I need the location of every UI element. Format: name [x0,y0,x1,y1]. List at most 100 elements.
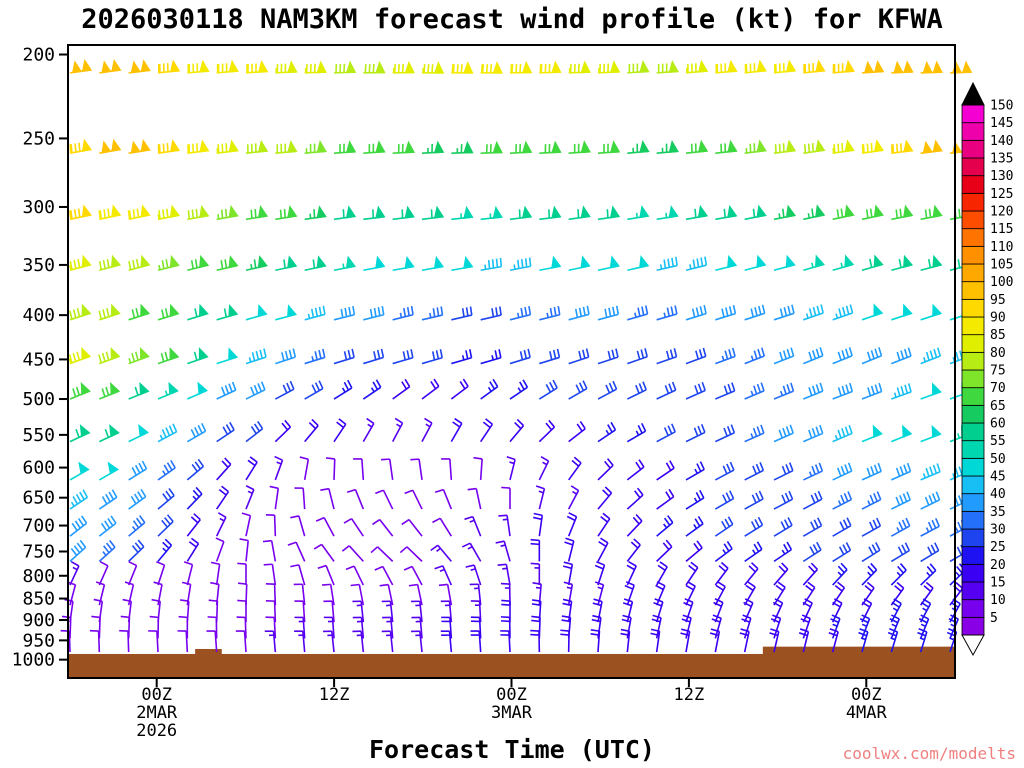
wind-barb [533,512,544,537]
wind-barb [128,254,151,272]
wind-barb [346,488,365,510]
wind-barb [715,204,738,221]
wind-barb [127,204,151,221]
wind-barb [803,139,826,154]
wind-barb [245,205,269,221]
wind-barb [656,381,677,400]
wind-barb [333,255,357,272]
wind-barb [773,562,789,586]
wind-barb [128,303,151,321]
wind-barb [626,422,647,443]
wind-barb [890,581,905,606]
wind-barb [535,485,546,510]
wind-barb [861,598,873,623]
wind-barb [333,418,347,443]
wind-barb [381,630,394,653]
wind-barb [411,630,423,653]
wind-barb-row [69,560,966,586]
wind-barb [343,518,364,537]
wind-barb [802,541,822,563]
wind-barb [891,383,912,400]
wind-barb [216,255,239,272]
wind-barb [294,487,306,510]
wind-barb [187,204,210,221]
wind-barb [98,489,118,510]
wind-barb [304,205,327,221]
wind-barb-row [69,417,972,443]
wind-barb [803,382,824,400]
wind-barb-row [69,303,972,321]
colorbar-segment [961,263,985,283]
wind-barb [186,458,205,481]
wind-barb [410,458,423,481]
wind-barb [773,541,793,563]
colorbar-tick-label: 145 [990,116,1013,131]
wind-barb [69,515,88,537]
wind-barb [832,517,852,537]
wind-barb [236,616,247,639]
wind-barb [831,598,843,623]
y-tick-label: 650 [22,488,55,509]
wind-barb [744,254,767,272]
wind-barb [509,348,531,365]
wind-barb-row [68,346,971,365]
wind-barb [509,205,533,221]
wind-barb [685,561,699,586]
wind-barb [98,303,121,321]
wind-barb [891,60,914,74]
wind-barb [451,140,474,154]
wind-barb [803,254,825,272]
wind-barb [714,561,729,586]
wind-barb [93,598,104,623]
wind-barb [890,542,911,563]
wind-barb [304,380,324,400]
wind-barb [157,59,181,74]
wind-barb [451,255,474,272]
wind-barb [245,381,266,400]
wind-barb [186,486,203,510]
colorbar-tick-label: 35 [990,505,1006,520]
wind-barb [480,257,503,272]
wind-barb [890,563,907,586]
wind-barb [294,616,306,639]
wind-barb-row [69,512,970,537]
colorbar-segment [961,351,985,371]
wind-barb [568,255,591,272]
wind-barb [128,515,146,537]
wind-barb [920,517,940,537]
y-tick-label: 750 [22,541,55,562]
wind-barb [352,616,365,639]
colorbar-segment [961,528,985,548]
wind-barb [828,628,839,653]
wind-barb [183,561,194,586]
colorbar-segment [961,192,985,212]
wind-barb [391,417,404,443]
wind-barb [187,381,208,400]
wind-barb [345,565,365,586]
wind-barb [333,348,355,365]
colorbar-segment [961,316,985,336]
colorbar-tick-label: 65 [990,399,1006,414]
wind-barb [744,382,765,400]
wind-barb-row [60,628,958,653]
wind-barb [597,60,621,74]
wind-barb [773,382,795,400]
wind-barb [149,615,160,639]
wind-barb [627,348,648,365]
wind-barb [861,204,884,221]
wind-barb [685,540,703,562]
wind-barb [920,347,942,365]
wind-barb [744,490,764,510]
wind-barb [830,614,841,639]
wind-barb [269,485,280,510]
colorbar-segment [961,563,985,583]
wind-barb [119,629,130,653]
wind-barb [69,58,93,74]
wind-barb [594,561,606,586]
wind-barb [341,545,364,562]
wind-barb [473,456,483,480]
wind-barb [370,546,394,562]
colorbar-tick-label: 10 [990,593,1006,608]
wind-barb [861,303,884,321]
wind-barb [323,616,335,639]
